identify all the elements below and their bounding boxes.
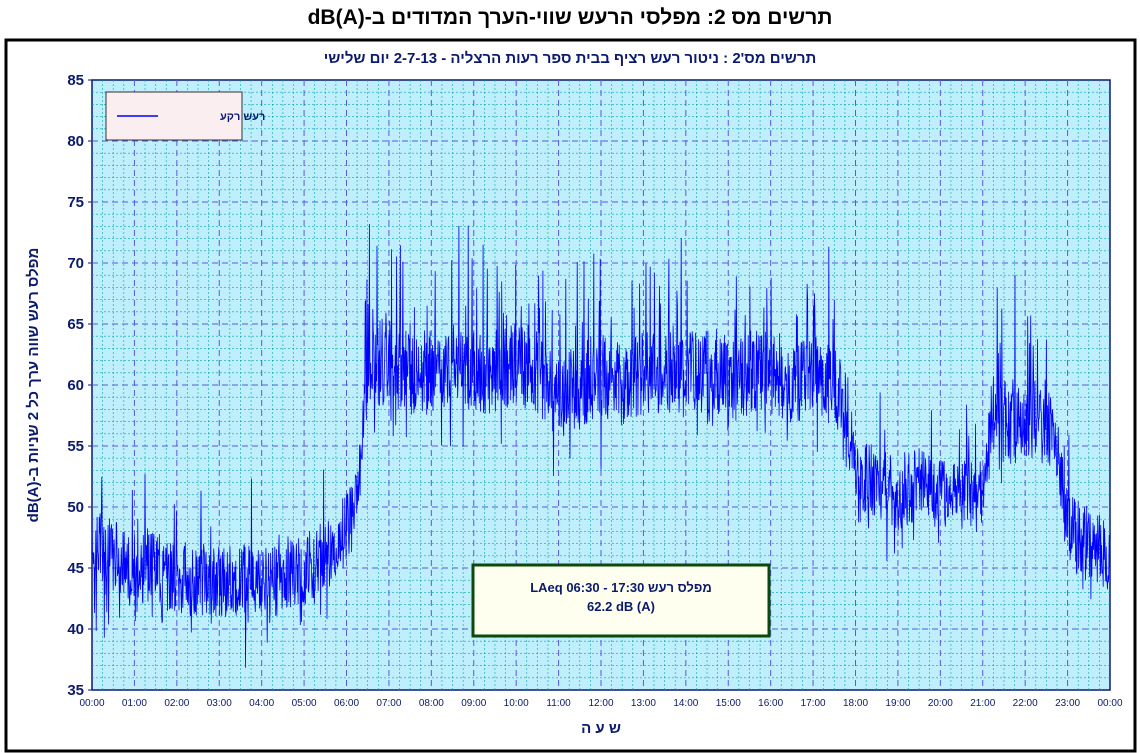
y-tick-label: 50 [67, 499, 84, 516]
x-tick-label: 22:00 [1013, 698, 1038, 709]
y-tick-label: 70 [67, 255, 84, 272]
grid [92, 80, 1110, 690]
y-tick-label: 65 [67, 316, 84, 333]
legend: רעש רקע [105, 91, 265, 141]
x-tick-label: 06:00 [334, 698, 359, 709]
page-caption: תרשים מס 2: מפלסי הרעש שווי-הערך המדודים… [307, 6, 833, 29]
annotation-line-2: 62.2 dB (A) [587, 599, 655, 614]
x-tick-label: 09:00 [461, 698, 486, 709]
annotation-box [471, 563, 771, 638]
x-tick-label: 01:00 [122, 698, 147, 709]
legend-entry: רעש רקע [220, 111, 265, 123]
x-tick-label: 15:00 [716, 698, 741, 709]
annotation-line-1: מפלס רעש LAeq 06:30 - 17:30 [530, 580, 712, 595]
y-tick-label: 85 [67, 72, 84, 89]
chart-title: תרשים מס'2 : ניטור רעש רציף בבית ספר רעו… [324, 50, 817, 67]
y-tick-label: 80 [67, 133, 84, 150]
laeq-annotation: מפלס רעש LAeq 06:30 - 17:30 62.2 dB (A) [471, 563, 771, 638]
x-tick-label: 13:00 [631, 698, 656, 709]
x-tick-label: 05:00 [292, 698, 317, 709]
x-tick-label: 08:00 [419, 698, 444, 709]
x-tick-label: 11:00 [546, 698, 571, 709]
x-tick-label: 20:00 [928, 698, 953, 709]
y-tick-label: 35 [67, 682, 84, 699]
x-tick-label: 16:00 [758, 698, 783, 709]
y-tick-label: 40 [67, 621, 84, 638]
x-tick-label: 19:00 [885, 698, 910, 709]
y-axis-ticks: 35 40 45 50 55 60 65 70 75 80 85 [67, 72, 92, 699]
x-tick-label: 12:00 [588, 698, 613, 709]
x-axis-ticks: 00:00 01:00 02:00 03:00 04:00 05:00 06:00 07:00… [79, 698, 1122, 709]
x-tick-label: 00:00 [1097, 698, 1122, 709]
x-tick-label: 07:00 [376, 698, 401, 709]
y-tick-label: 45 [67, 560, 84, 577]
x-tick-label: 18:00 [843, 698, 868, 709]
y-axis-label: dB(A)-מפלס רעש שווה ערך כל 2 שניות ב [25, 248, 42, 523]
series-line [91, 223, 1111, 668]
y-tick-label: 55 [67, 438, 84, 455]
y-tick-label: 60 [67, 377, 84, 394]
x-tick-label: 21:00 [970, 698, 995, 709]
x-tick-label: 14:00 [673, 698, 698, 709]
x-tick-label: 03:00 [207, 698, 232, 709]
x-tick-label: 17:00 [801, 698, 826, 709]
x-tick-label: 10:00 [504, 698, 529, 709]
series-layer [91, 223, 1111, 668]
x-tick-label: 00:00 [79, 698, 104, 709]
x-tick-label: 02:00 [164, 698, 189, 709]
x-tick-label: 04:00 [249, 698, 274, 709]
x-tick-label: 23:00 [1055, 698, 1080, 709]
y-tick-label: 75 [67, 194, 84, 211]
x-axis-label: ש ע ה [581, 720, 621, 737]
